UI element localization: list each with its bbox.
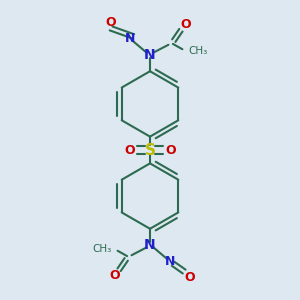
Text: N: N — [124, 32, 135, 45]
Text: O: O — [109, 269, 120, 282]
Text: O: O — [184, 271, 195, 284]
Text: O: O — [166, 143, 176, 157]
Text: CH₃: CH₃ — [189, 46, 208, 56]
Text: S: S — [145, 142, 155, 158]
Text: CH₃: CH₃ — [92, 244, 111, 254]
Text: N: N — [165, 255, 175, 268]
Text: O: O — [124, 143, 134, 157]
Text: N: N — [144, 238, 156, 252]
Text: N: N — [144, 48, 156, 62]
Text: O: O — [180, 18, 191, 31]
Text: O: O — [105, 16, 116, 29]
